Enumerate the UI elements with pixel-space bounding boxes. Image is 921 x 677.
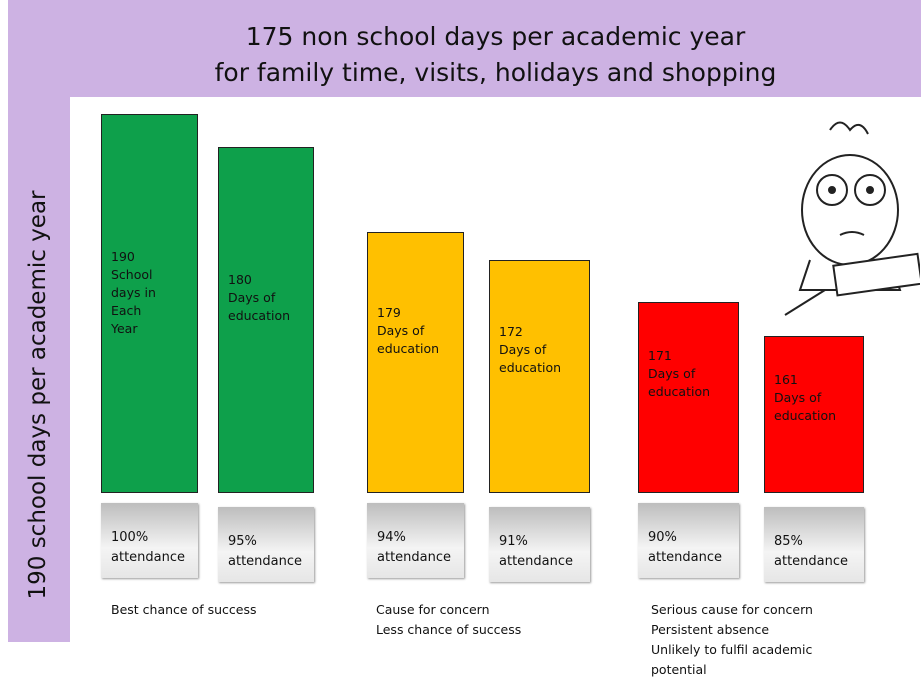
bar-label: Days of: [228, 289, 275, 307]
bar-label: Each: [111, 302, 141, 320]
bar-label: days in: [111, 284, 156, 302]
bar-label: 172: [499, 323, 523, 341]
side-label: 190 school days per academic year: [25, 190, 51, 599]
attendance-text: 95%: [228, 534, 257, 549]
bar-label: Days of: [499, 341, 546, 359]
attendance-text: attendance: [499, 554, 573, 569]
page: 175 non school days per academic year fo…: [0, 0, 921, 675]
bar-label: Days of: [774, 389, 821, 407]
attendance-text: 91%: [499, 534, 528, 549]
attendance-text: attendance: [111, 550, 185, 565]
attendance-text: attendance: [774, 554, 848, 569]
bar-label: 190: [111, 248, 135, 266]
attendance-text: attendance: [648, 550, 722, 565]
attendance-text: attendance: [377, 550, 451, 565]
caption: Less chance of success: [376, 622, 521, 637]
attendance-text: 85%: [774, 534, 803, 549]
attendance-text: attendance: [228, 554, 302, 569]
cartoon: [780, 110, 920, 330]
caption: Unlikely to fulfil academic: [651, 642, 812, 657]
caption: Persistent absence: [651, 622, 769, 637]
attendance-text: 90%: [648, 530, 677, 545]
bar-label: 180: [228, 271, 252, 289]
bar-label: 171: [648, 347, 672, 365]
bar-label: 161: [774, 371, 798, 389]
bar: [367, 232, 464, 493]
bar-label: education: [228, 307, 290, 325]
caption: Cause for concern: [376, 602, 490, 617]
caption: Serious cause for concern: [651, 602, 813, 617]
bar-label: 179: [377, 304, 401, 322]
bar-label: education: [377, 340, 439, 358]
attendance-text: 100%: [111, 530, 148, 545]
bar-label: education: [774, 407, 836, 425]
title-line: for family time, visits, holidays and sh…: [70, 58, 921, 87]
title-line: 175 non school days per academic year: [70, 22, 921, 51]
bar-label: Year: [111, 320, 137, 338]
bar-label: Days of: [377, 322, 424, 340]
caption: Best chance of success: [111, 602, 256, 617]
attendance-text: 94%: [377, 530, 406, 545]
bar-label: Days of: [648, 365, 695, 383]
bar-label: education: [648, 383, 710, 401]
bar-label: School: [111, 266, 153, 284]
bar-label: education: [499, 359, 561, 377]
